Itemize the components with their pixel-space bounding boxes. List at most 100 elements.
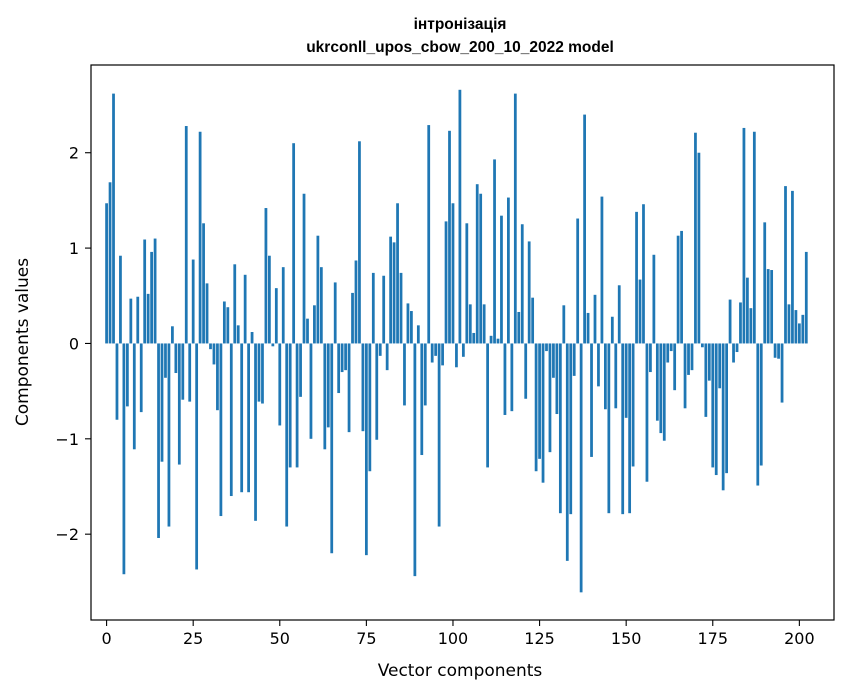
bar (399, 272, 403, 344)
bar (378, 343, 382, 356)
bar (330, 343, 334, 554)
bar (486, 343, 489, 468)
bar (423, 343, 427, 406)
bar (572, 343, 576, 376)
bar (316, 235, 320, 344)
bar (354, 260, 358, 344)
bar (500, 215, 503, 344)
bar (797, 323, 801, 344)
bar (125, 343, 129, 407)
bar (358, 141, 361, 344)
bar (583, 114, 586, 344)
bar (520, 224, 524, 344)
bar (773, 343, 777, 358)
plot-frame (90, 64, 835, 621)
y-axis-label: Components values (13, 258, 33, 426)
x-tick-label: 100 (438, 629, 469, 648)
bar (777, 343, 780, 359)
bar (299, 343, 302, 397)
bar (801, 314, 805, 344)
bar (292, 143, 296, 344)
bar (669, 343, 673, 352)
bar (621, 343, 625, 515)
bar (389, 236, 393, 344)
bar (714, 343, 718, 476)
bar (250, 332, 254, 344)
bar (455, 343, 458, 368)
bar (382, 275, 386, 344)
bar (541, 343, 545, 483)
bar (610, 316, 614, 344)
bar (645, 343, 649, 482)
bar (285, 343, 289, 527)
bar (787, 304, 791, 344)
bar (268, 255, 271, 344)
bar (472, 332, 476, 344)
bar (804, 251, 808, 344)
bar (274, 288, 278, 344)
bar (205, 283, 209, 344)
bar (233, 264, 237, 344)
bar (482, 304, 486, 344)
bar (766, 269, 770, 344)
bar (427, 125, 431, 344)
bar (247, 343, 250, 493)
bar (136, 296, 140, 344)
bar (364, 343, 368, 556)
bar (687, 343, 690, 375)
bar (326, 343, 330, 428)
bar (739, 302, 742, 344)
bar (479, 193, 483, 344)
bar (157, 343, 160, 538)
bar (132, 343, 136, 450)
bar (150, 251, 153, 344)
bar (545, 343, 548, 352)
bar (555, 343, 559, 415)
bar (195, 343, 199, 570)
bar (635, 211, 638, 344)
bar (558, 343, 562, 514)
bar (624, 343, 628, 418)
bar (226, 307, 230, 344)
bar (160, 343, 164, 462)
bar (662, 343, 666, 441)
bar (507, 197, 510, 344)
bar (579, 343, 583, 593)
bar (396, 203, 399, 344)
bar (112, 93, 115, 344)
bar (607, 343, 611, 514)
bar (614, 343, 618, 409)
bar (271, 343, 275, 347)
bar (527, 241, 531, 344)
bar (264, 208, 268, 344)
bar (548, 343, 552, 453)
bar (257, 343, 261, 402)
bar (465, 223, 469, 344)
y-tick-label: 2 (69, 144, 79, 163)
bar (728, 299, 732, 344)
bar (371, 272, 375, 344)
bar (604, 343, 607, 410)
bar (655, 343, 659, 421)
bar (261, 343, 264, 404)
bar (666, 343, 670, 363)
bar (735, 343, 739, 353)
bars-group (105, 89, 808, 593)
y-axis-ticks: −2 −1 0 1 2 (55, 144, 91, 544)
bar (742, 127, 746, 344)
bar (673, 343, 677, 391)
bar (680, 230, 683, 344)
bar (413, 343, 417, 577)
bar (309, 343, 313, 439)
bar (711, 343, 715, 468)
bar (593, 294, 597, 344)
bar (597, 343, 600, 387)
bar (510, 343, 514, 412)
bar (437, 343, 441, 527)
bar (652, 254, 656, 344)
bar (410, 311, 413, 344)
bar (569, 343, 573, 515)
bar (108, 182, 112, 344)
bar (461, 343, 465, 357)
bar (659, 343, 663, 434)
